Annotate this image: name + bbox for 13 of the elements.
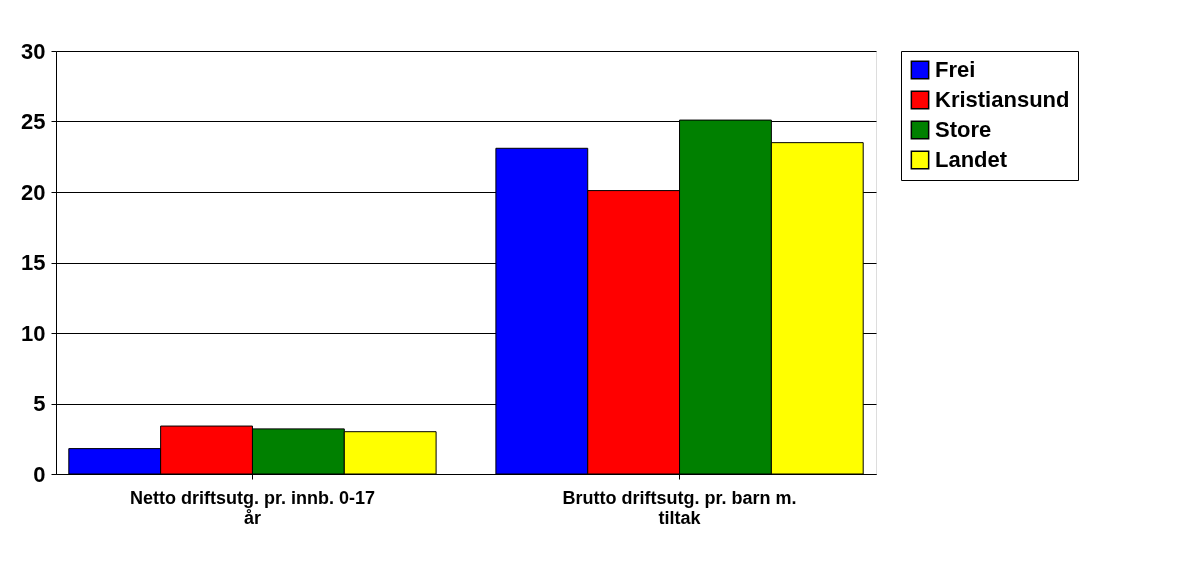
y-tick-label: 30 bbox=[21, 38, 46, 64]
y-tick-label: 5 bbox=[33, 391, 46, 416]
legend-label: Kristiansund bbox=[935, 87, 1070, 112]
legend-label: Store bbox=[935, 117, 992, 142]
y-tick-label: 25 bbox=[21, 109, 46, 134]
x-tick-label: Brutto driftsutg. pr. barn m. tiltak bbox=[562, 487, 797, 528]
legend-label: Frei bbox=[935, 57, 976, 82]
y-tick-label: 15 bbox=[21, 250, 46, 275]
x-tick-label: Netto driftsutg. pr. innb. 0-17 år bbox=[129, 487, 375, 528]
y-tick-label: 0 bbox=[33, 461, 46, 487]
y-tick-label: 20 bbox=[21, 179, 46, 205]
y-tick-label: 10 bbox=[21, 320, 46, 346]
legend-label: Landet bbox=[935, 147, 1008, 172]
